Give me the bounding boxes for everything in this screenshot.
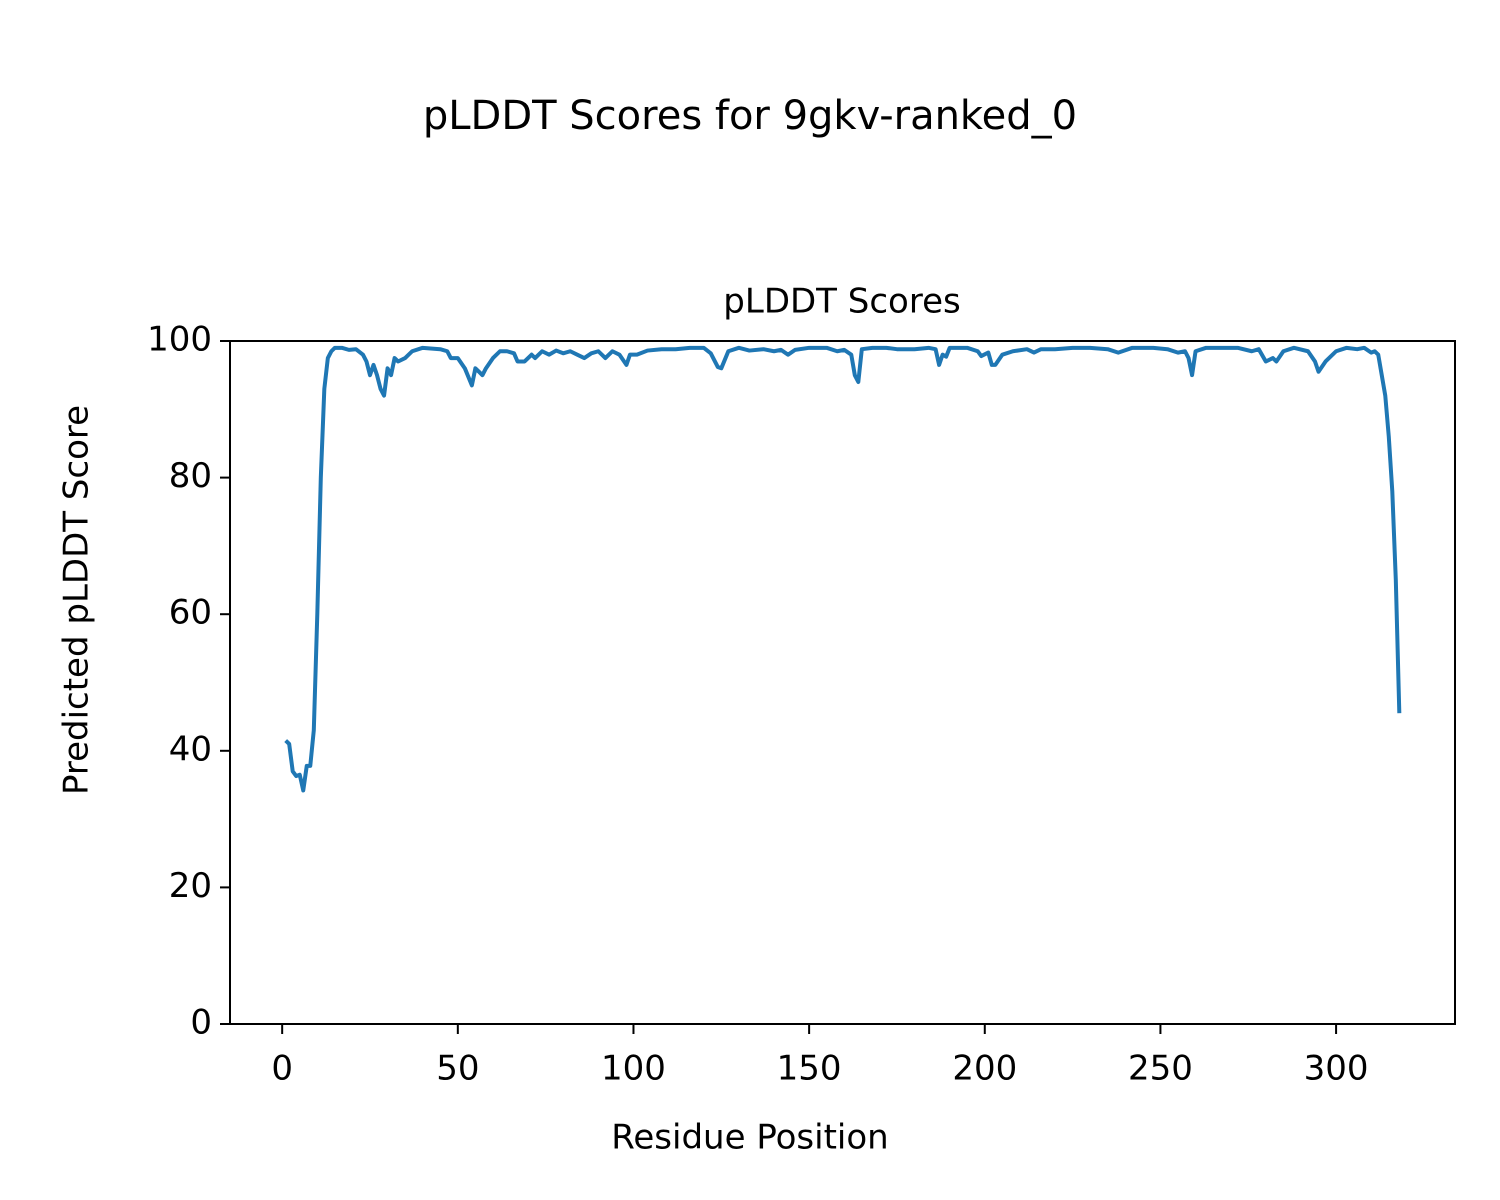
y-tick-label: 0 — [190, 1003, 212, 1043]
data-line — [284, 345, 1402, 793]
x-tick-label: 150 — [777, 1049, 842, 1089]
x-axis-label: Residue Position — [611, 1118, 888, 1158]
chart-title: pLDDT Scores for 9gkv-ranked_0 — [423, 93, 1077, 139]
plot-frame — [229, 340, 1456, 1025]
y-tick-label: 20 — [169, 866, 212, 906]
y-tick-label: 100 — [147, 320, 212, 360]
y-tick-label: 40 — [169, 729, 212, 769]
x-tick-label: 300 — [1304, 1049, 1369, 1089]
y-tick-label: 60 — [169, 593, 212, 633]
x-tick-label: 200 — [952, 1049, 1017, 1089]
y-axis-label: Predicted pLDDT Score — [57, 405, 97, 795]
x-tick-label: 0 — [271, 1049, 293, 1089]
chart-subtitle: pLDDT Scores — [723, 282, 960, 322]
y-tick-label: 80 — [169, 456, 212, 496]
x-tick-label: 100 — [601, 1049, 666, 1089]
x-tick-label: 50 — [436, 1049, 479, 1089]
x-tick-label: 250 — [1128, 1049, 1193, 1089]
